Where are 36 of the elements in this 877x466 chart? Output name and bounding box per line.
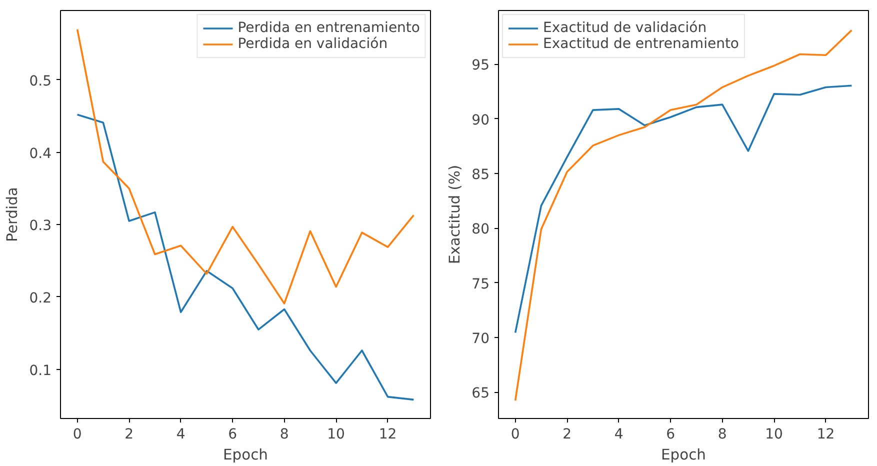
x-tick-label: 2	[124, 426, 134, 442]
y-tick-label: 0.3	[29, 218, 52, 234]
legend-label: Perdida en validación	[238, 36, 388, 52]
legend-label: Exactitud de entrenamiento	[543, 36, 739, 52]
x-tick-label: 2	[562, 426, 572, 442]
x-tick-label: 6	[666, 426, 676, 442]
y-tick-label: 65	[472, 386, 490, 402]
y-tick-label: 0.2	[29, 290, 52, 306]
y-tick-label: 70	[472, 331, 490, 348]
x-tick-label: 10	[765, 426, 783, 442]
x-tick-label: 8	[718, 426, 727, 442]
x-tick-label: 4	[176, 426, 186, 442]
x-tick-label: 12	[378, 426, 397, 442]
line-series	[514, 84, 853, 334]
x-tick-label: 4	[614, 426, 624, 442]
y-tick-label: 0.4	[29, 146, 52, 162]
x-tick-label: 0	[510, 426, 520, 442]
x-tick-label: 12	[816, 426, 835, 442]
y-tick-label: 0.5	[29, 73, 52, 90]
x-tick-label: 0	[72, 426, 82, 442]
y-tick-label: 0.1	[29, 362, 52, 379]
y-axis-title: Perdida	[4, 187, 22, 242]
x-tick-label: 8	[280, 426, 289, 442]
legend-label: Perdida en entrenamiento	[238, 20, 420, 36]
x-axis-title: Epoch	[223, 446, 268, 464]
y-tick-label: 80	[472, 222, 490, 238]
x-tick-label: 10	[327, 426, 345, 442]
y-tick-label: 95	[472, 58, 490, 74]
x-tick-label: 6	[228, 426, 238, 442]
line-series	[76, 114, 415, 401]
y-tick-label: 75	[472, 276, 490, 292]
y-tick-label: 90	[472, 112, 490, 128]
y-axis-title: Exactitud (%)	[446, 164, 464, 264]
x-axis-title: Epoch	[661, 446, 706, 464]
y-tick-label: 85	[472, 166, 490, 183]
legend-label: Exactitud de validación	[543, 20, 707, 36]
